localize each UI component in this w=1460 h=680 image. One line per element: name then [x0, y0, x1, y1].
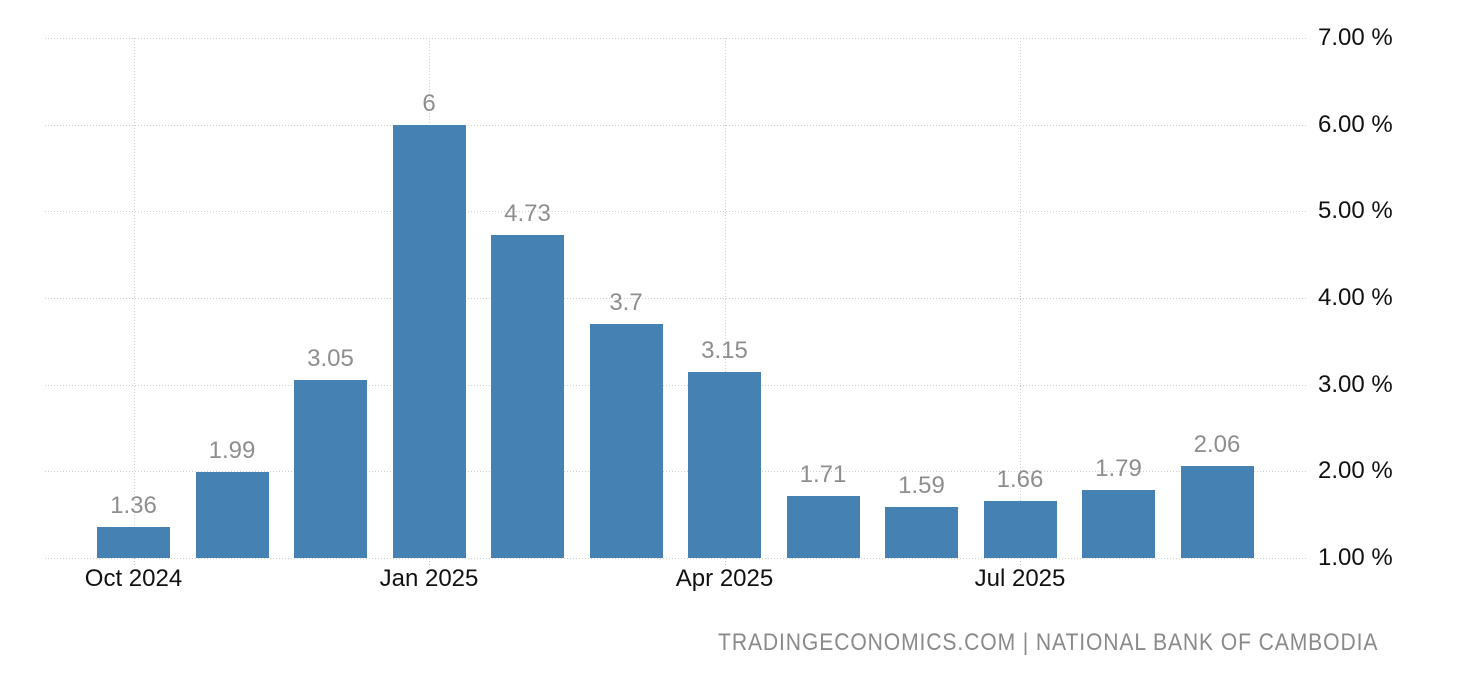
bar-jul-2025: [983, 500, 1057, 558]
bar-oct-2024: [97, 526, 170, 558]
bar-value-label: 3.15: [701, 336, 748, 364]
x-tick-label: Apr 2025: [675, 565, 774, 592]
y-tick-label: 3.00 %: [1318, 370, 1393, 398]
x-axis-tick: [724, 558, 726, 565]
bar-value-label: 1.36: [110, 491, 157, 519]
x-axis-tick: [133, 558, 135, 565]
bar-apr-2025: [688, 371, 761, 558]
bar-value-label: 6: [422, 89, 436, 117]
gridline-horizontal: [45, 211, 1308, 213]
y-tick-label: 5.00 %: [1318, 197, 1393, 225]
x-axis-tick: [1020, 558, 1021, 565]
bar-nov-2024: [195, 472, 269, 558]
gridline-horizontal: [45, 298, 1308, 299]
gridline-vertical: [1020, 38, 1021, 558]
bar-feb-2025: [491, 234, 564, 558]
gridline-horizontal: [45, 384, 1308, 386]
gridline-vertical: [724, 38, 726, 558]
attribution-text: TRADINGECONOMICS.COM | NATIONAL BANK OF …: [717, 629, 1378, 656]
bar-may-2025: [786, 496, 860, 558]
y-tick-label: 1.00 %: [1318, 544, 1393, 571]
bar-jun-2025: [885, 506, 958, 558]
y-tick-label: 2.00 %: [1318, 457, 1393, 485]
bar-aug-2025: [1082, 489, 1155, 558]
bar-value-label: 2.06: [1193, 431, 1241, 459]
bar-dec-2024: [294, 380, 367, 558]
chart-attribution: TRADINGECONOMICS.COM | NATIONAL BANK OF …: [718, 629, 1378, 656]
x-tick-label: Jan 2025: [379, 565, 479, 592]
bar-mar-2025: [589, 324, 663, 558]
y-tick-label: 4.00 %: [1318, 284, 1393, 311]
y-tick-label: 7.00 %: [1318, 24, 1393, 51]
bar-value-label: 1.79: [1095, 454, 1142, 482]
bar-value-label: 4.73: [504, 199, 551, 227]
bar-value-label: 1.59: [898, 471, 945, 499]
x-tick-label: Jul 2025: [974, 565, 1066, 592]
y-tick-label: 6.00 %: [1318, 110, 1393, 138]
gridline-vertical: [133, 38, 135, 558]
bar-sep-2025: [1180, 466, 1254, 558]
bar-value-label: 1.66: [996, 465, 1044, 493]
gridline-horizontal: [45, 124, 1308, 126]
bar-value-label: 3.7: [609, 289, 643, 316]
bar-value-label: 3.05: [307, 345, 354, 373]
x-tick-label: Oct 2024: [84, 565, 183, 592]
gridline-horizontal: [45, 471, 1308, 473]
bar-value-label: 1.99: [208, 437, 256, 465]
gridline-horizontal: [45, 38, 1308, 39]
bar-jan-2025: [392, 124, 466, 558]
bar-value-label: 1.71: [799, 461, 847, 489]
x-axis-tick: [429, 558, 430, 565]
gridline-horizontal: [45, 558, 1308, 559]
